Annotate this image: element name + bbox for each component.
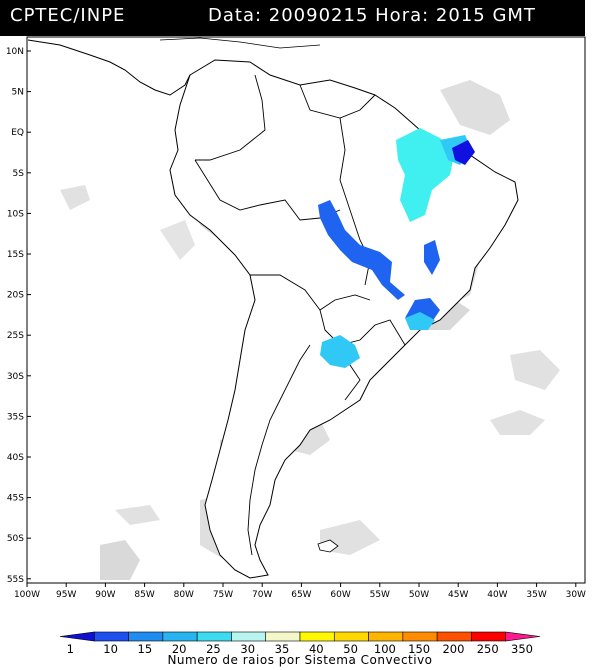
colorbar-swatch [196, 631, 232, 642]
lon-tick-label: 75W [213, 590, 233, 600]
colorbar-label: 20 [172, 642, 187, 656]
lat-tick-label: 40S [7, 453, 24, 463]
colorbar-label: 15 [138, 642, 153, 656]
lon-tick-label: 85W [134, 590, 154, 600]
colorbar-swatch [333, 631, 369, 642]
lat-tick-label: 45S [7, 494, 24, 504]
date-time-label: Data: 20090215 Hora: 2015 GMT [208, 5, 536, 26]
colorbar-swatch [436, 631, 472, 642]
lat-tick-label: 50S [7, 534, 24, 544]
caribbean-coastline [159, 37, 321, 49]
lat-tick-label: 35S [7, 412, 24, 422]
colorbar-swatch [265, 631, 301, 642]
colorbar-label: 50 [343, 642, 358, 656]
lon-tick-label: 100W [14, 590, 40, 600]
colorbar-labels: 1 10 15 20 25 30 35 40 50 100 150 200 250 350 [67, 642, 533, 656]
lat-tick-label: 10S [7, 209, 24, 219]
colorbar-label: 40 [309, 642, 324, 656]
convective-systems [318, 128, 475, 368]
lon-tick-label: 70W [252, 590, 272, 600]
colorbar-label: 35 [275, 642, 290, 656]
lat-tick-label: 5N [12, 88, 24, 98]
lon-tick-label: 30W [566, 590, 586, 600]
colorbar-swatch [402, 631, 438, 642]
colorbar-label: 100 [374, 642, 396, 656]
storm-dark-blue-ne [452, 140, 475, 165]
colorbar-swatch [368, 631, 404, 642]
colorbar-swatch [128, 631, 164, 642]
colorbar-swatch [93, 631, 129, 642]
falkland-islands [317, 539, 339, 553]
lat-tick-label: 30S [7, 372, 24, 382]
lat-tick-label: 20S [7, 291, 24, 301]
storm-light-blue-se [405, 312, 435, 330]
time-label: Hora: [375, 5, 430, 26]
date-label: Data: [208, 5, 263, 26]
time-value: 2015 GMT [435, 5, 536, 26]
colorbar-label: 10 [103, 642, 118, 656]
lon-tick-label: 45W [448, 590, 468, 600]
lon-tick-label: 55W [370, 590, 390, 600]
lat-tick-label: 10N [6, 47, 24, 57]
date-value: 20090215 [268, 5, 369, 26]
colorbar-label: 250 [477, 642, 499, 656]
colorbar-label: 25 [206, 642, 221, 656]
colorbar-swatch [471, 631, 507, 642]
lon-tick-label: 50W [409, 590, 429, 600]
source-label: CPTEC/INPE [10, 5, 126, 26]
colorbar-label: 350 [511, 642, 533, 656]
colorbar-swatch [59, 631, 95, 642]
lon-tick-label: 65W [291, 590, 311, 600]
central-america-coastline [27, 39, 191, 96]
storm-light-blue-south [320, 335, 360, 368]
latitude-axis: 10N 5N EQ 5S 10S 15S 20S 25S 30S 35S 40S 45S 50S 55S [6, 47, 31, 585]
storm-cyan-north [396, 128, 455, 222]
colorbar-swatch [162, 631, 198, 642]
lat-tick-label: 55S [7, 575, 24, 585]
lat-tick-label: 15S [7, 250, 24, 260]
lon-tick-label: 60W [330, 590, 350, 600]
storm-blue-central [318, 200, 405, 300]
header-bar: CPTEC/INPE Data: 20090215 Hora: 2015 GMT [0, 0, 585, 36]
lat-tick-label: 25S [7, 331, 24, 341]
colorbar-label: 30 [240, 642, 255, 656]
colorbar-swatch [299, 631, 335, 642]
colorbar-swatch [231, 631, 267, 642]
longitude-axis: 100W 95W 90W 85W 80W 75W 70W 65W 60W 55W 50W 45W 40W… [14, 583, 586, 600]
colorbar-label: 200 [442, 642, 464, 656]
colorbar-label: 150 [408, 642, 430, 656]
colorbar-label: 1 [67, 642, 74, 656]
lon-tick-label: 95W [56, 590, 76, 600]
lat-tick-label: EQ [11, 128, 24, 138]
lon-tick-label: 90W [95, 590, 115, 600]
lon-tick-label: 80W [174, 590, 194, 600]
lon-tick-label: 40W [487, 590, 507, 600]
colorbar-swatch [505, 631, 541, 642]
colorbar [59, 631, 541, 642]
colorbar-title: Numero de raios por Sistema Convectivo [167, 653, 432, 667]
lat-tick-label: 5S [13, 169, 25, 179]
lon-tick-label: 35W [526, 590, 546, 600]
storm-blue-east [424, 240, 440, 275]
